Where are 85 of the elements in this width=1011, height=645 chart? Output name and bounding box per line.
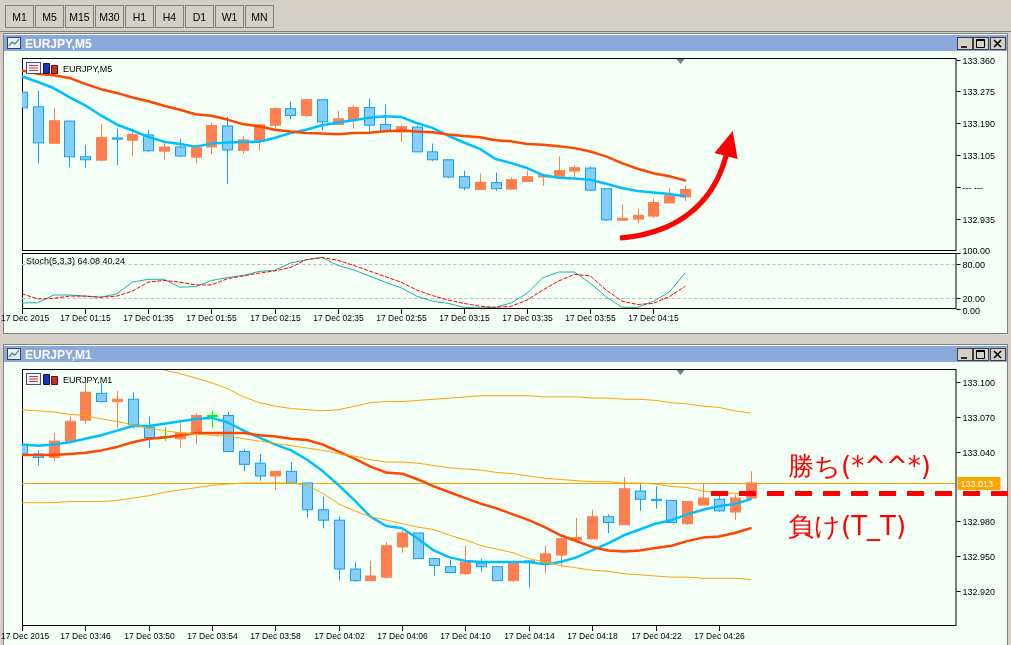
x-tick-label: 17 Dec 03:54 xyxy=(187,631,239,641)
x-tick-label: 17 Dec 01:55 xyxy=(186,313,238,323)
candlestick xyxy=(554,155,565,177)
x-tick-label: 17 Dec 02:15 xyxy=(250,313,302,323)
x-tick-label: 17 Dec 01:15 xyxy=(60,313,112,323)
x-tick-label: 17 Dec 04:18 xyxy=(567,631,619,641)
text: H4 xyxy=(162,11,177,23)
candlestick xyxy=(270,470,281,491)
y-tick-label: 132.920 xyxy=(962,586,996,597)
x-tick-label: 17 Dec 04:26 xyxy=(694,631,746,641)
candlestick xyxy=(112,390,123,429)
y-tick-label: 80.00 xyxy=(962,259,986,270)
x-tick-label: 17 Dec 03:58 xyxy=(250,631,302,641)
candlestick xyxy=(96,123,107,162)
text: M5 xyxy=(42,11,57,23)
x-tick-label: 17 Dec 04:15 xyxy=(628,313,680,323)
x-tick-label: 17 Dec 2015 xyxy=(1,313,50,323)
text: M30 xyxy=(99,11,120,23)
x-tick-label: 17 Dec 04:10 xyxy=(440,631,492,641)
y-tick-label: 132.950 xyxy=(962,551,996,562)
candlestick xyxy=(96,382,107,404)
x-tick-label: 17 Dec 04:22 xyxy=(631,631,683,641)
candlestick xyxy=(255,453,266,482)
candlestick xyxy=(80,144,91,169)
y-tick-label: 132.980 xyxy=(962,516,996,527)
x-tick-label: 17 Dec 2015 xyxy=(1,631,50,641)
x-tick-label: 17 Dec 02:35 xyxy=(313,313,365,323)
x-tick-label: 17 Dec 03:15 xyxy=(439,313,491,323)
y-tick-label: 132.935 xyxy=(962,214,996,225)
candlestick xyxy=(350,561,361,583)
y-tick-label: --- --- xyxy=(962,182,983,193)
y-tick-label: 133.360 xyxy=(962,55,996,66)
y-tick-label: 133.070 xyxy=(962,412,996,423)
x-tick-label: 17 Dec 01:35 xyxy=(123,313,175,323)
candlestick xyxy=(365,560,376,582)
candlestick xyxy=(397,530,408,554)
candlestick xyxy=(603,513,614,534)
line-series xyxy=(164,370,752,414)
candlestick xyxy=(270,106,281,130)
candlestick xyxy=(491,172,502,192)
candlestick xyxy=(587,509,598,540)
text: H1 xyxy=(132,11,147,23)
x-tick-label: 17 Dec 04:14 xyxy=(504,631,556,641)
y-tick-label: 133.100 xyxy=(962,377,996,388)
candlestick xyxy=(317,99,328,131)
x-tick-label: 17 Dec 04:02 xyxy=(314,631,366,641)
x-tick-label: 17 Dec 03:50 xyxy=(124,631,176,641)
candlestick xyxy=(112,128,123,166)
x-tick-label: 17 Dec 03:35 xyxy=(502,313,554,323)
y-tick-label: 20.00 xyxy=(962,293,986,304)
line-series xyxy=(22,256,686,308)
annotation: 勝ち(*^^*) xyxy=(788,450,931,481)
y-tick-label: 133.275 xyxy=(962,86,996,97)
chart-title: Stoch(5,3,3) 64.08 40.24 xyxy=(26,256,126,266)
y-tick-label: 0.00 xyxy=(962,306,981,316)
candlestick xyxy=(459,170,470,191)
text: W1 xyxy=(221,11,238,23)
text: M15 xyxy=(69,11,90,23)
ref-line-label: 133.013 xyxy=(960,478,994,489)
x-tick-label: 17 Dec 03:55 xyxy=(565,313,617,323)
annotation: 負け(T_T) xyxy=(788,510,907,541)
y-tick-label: 100.00 xyxy=(962,246,991,256)
candlestick xyxy=(49,107,60,144)
candlestick xyxy=(698,482,709,506)
text: EURJPY,M1 xyxy=(63,374,113,385)
candlestick xyxy=(239,448,250,472)
candlestick xyxy=(318,496,329,529)
chart-title: EURJPY,M5 xyxy=(25,36,93,51)
y-tick-label: 133.040 xyxy=(962,447,996,458)
chart-title: EURJPY,M1 xyxy=(25,347,93,362)
x-tick-label: 17 Dec 02:55 xyxy=(376,313,428,323)
text: D1 xyxy=(192,11,207,23)
candlestick xyxy=(651,485,662,510)
candlestick xyxy=(556,538,567,568)
candlestick xyxy=(65,416,76,443)
text: MN xyxy=(251,11,268,23)
candlestick xyxy=(635,483,646,512)
y-tick-label: 133.190 xyxy=(962,118,996,129)
y-tick-label: 133.105 xyxy=(962,150,996,161)
x-tick-label: 17 Dec 04:06 xyxy=(377,631,429,641)
text: EURJPY,M5 xyxy=(63,63,113,74)
candlestick xyxy=(648,197,659,219)
x-tick-label: 17 Dec 03:46 xyxy=(60,631,112,641)
text: M1 xyxy=(12,11,27,23)
candlestick xyxy=(460,545,471,576)
